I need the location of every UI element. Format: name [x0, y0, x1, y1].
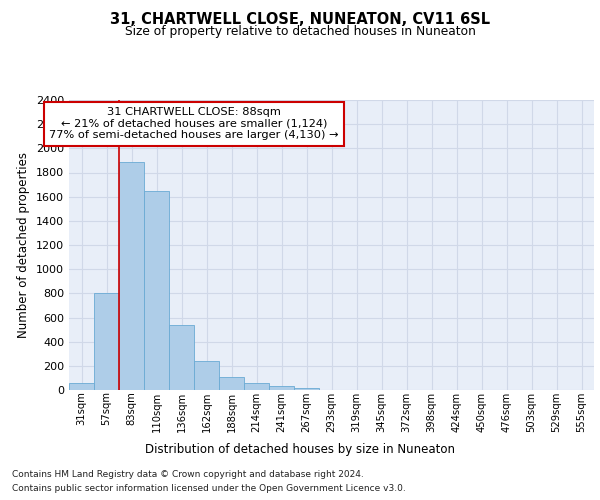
- Bar: [119, 162, 144, 390]
- Text: 31 CHARTWELL CLOSE: 88sqm
← 21% of detached houses are smaller (1,124)
77% of se: 31 CHARTWELL CLOSE: 88sqm ← 21% of detac…: [49, 108, 339, 140]
- Text: Size of property relative to detached houses in Nuneaton: Size of property relative to detached ho…: [125, 25, 475, 38]
- Bar: [219, 378, 244, 390]
- Bar: [269, 386, 294, 390]
- Bar: [144, 190, 169, 390]
- Bar: [169, 326, 194, 390]
- Text: Contains public sector information licensed under the Open Government Licence v3: Contains public sector information licen…: [12, 484, 406, 493]
- Text: 31, CHARTWELL CLOSE, NUNEATON, CV11 6SL: 31, CHARTWELL CLOSE, NUNEATON, CV11 6SL: [110, 12, 490, 28]
- Text: Distribution of detached houses by size in Nuneaton: Distribution of detached houses by size …: [145, 442, 455, 456]
- Bar: [294, 388, 319, 390]
- Bar: [244, 384, 269, 390]
- Text: Contains HM Land Registry data © Crown copyright and database right 2024.: Contains HM Land Registry data © Crown c…: [12, 470, 364, 479]
- Bar: [69, 384, 94, 390]
- Bar: [94, 294, 119, 390]
- Bar: [194, 361, 219, 390]
- Y-axis label: Number of detached properties: Number of detached properties: [17, 152, 31, 338]
